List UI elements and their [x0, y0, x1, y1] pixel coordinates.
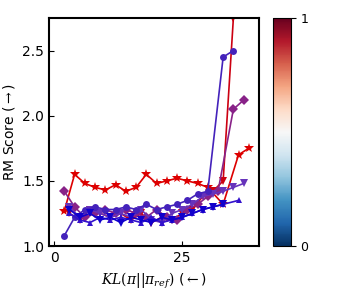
X-axis label: $KL(\pi||\pi_{ref})$ ($\leftarrow$): $KL(\pi||\pi_{ref})$ ($\leftarrow$): [101, 270, 207, 291]
Y-axis label: RM Score ($\rightarrow$): RM Score ($\rightarrow$): [1, 83, 16, 181]
